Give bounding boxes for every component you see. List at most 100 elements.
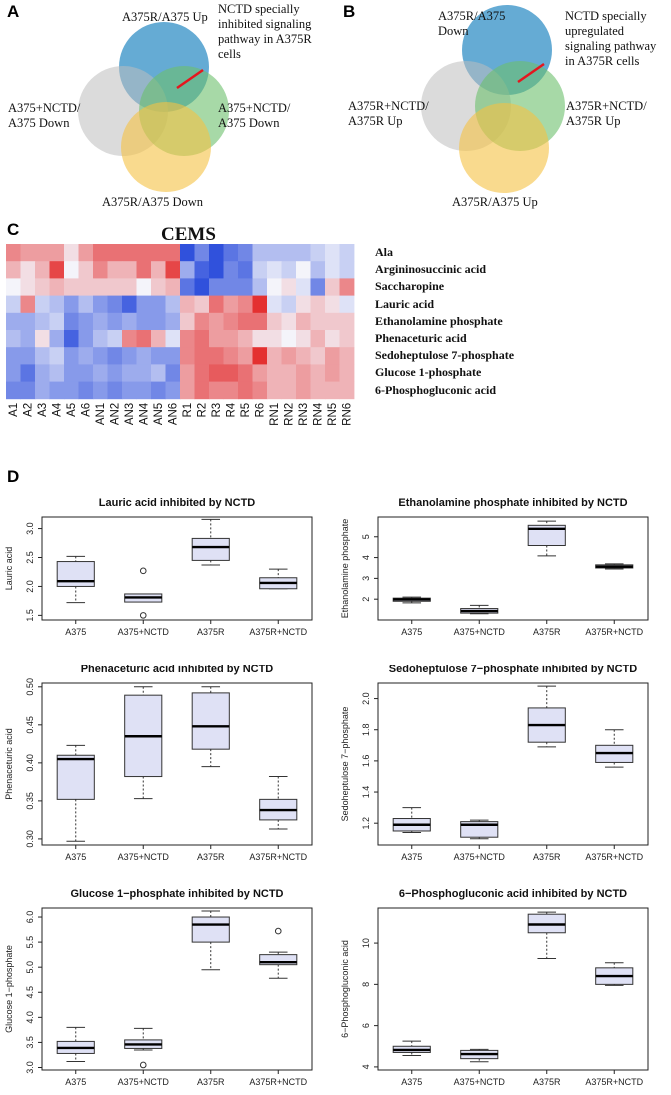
label-line: Down <box>438 24 469 38</box>
plot-title: Ethanolamine phosphate inhibited by NCTD <box>398 497 627 509</box>
heatmap-cell <box>107 244 123 262</box>
heatmap-cell <box>136 278 152 296</box>
heatmap-cell <box>238 244 253 262</box>
heatmap-cell <box>310 364 326 382</box>
box-group <box>56 744 95 842</box>
heatmap-cell <box>6 364 21 382</box>
y-tick-label: 0.35 <box>25 792 35 810</box>
y-tick-label: 5 <box>361 534 371 539</box>
plot-frame <box>41 682 313 846</box>
heatmap-cell <box>339 330 355 348</box>
heatmap-cell <box>180 261 195 279</box>
y-tick-label: 4 <box>361 555 371 560</box>
outlier-point <box>274 927 282 935</box>
heatmap-cell <box>6 347 21 365</box>
y-tick-label: 0.45 <box>25 716 35 734</box>
heatmap-cell <box>325 278 340 296</box>
heatmap-cell <box>296 330 311 348</box>
heatmap-cell <box>252 381 268 400</box>
heatmap-cell <box>20 364 36 382</box>
heatmap-cell <box>64 278 79 296</box>
heatmap-cell <box>165 312 181 331</box>
heatmap-cell <box>35 330 50 348</box>
pointer-line-a <box>176 68 204 90</box>
heatmap-cell <box>194 312 210 331</box>
box-group <box>460 604 499 615</box>
heatmap-cell <box>267 295 282 314</box>
heatmap-cell <box>20 330 36 348</box>
heatmap-cell <box>252 295 268 314</box>
heatmap-cell <box>296 381 311 400</box>
heatmap-cell <box>64 244 79 262</box>
heatmap-cell <box>49 261 65 279</box>
y-axis-label: Sedoheptulose 7−phosphate <box>340 707 350 822</box>
heatmap-cell <box>194 364 210 382</box>
venn-diagram-b <box>421 5 565 193</box>
venn-label-left-a: A375+NCTD/ A375 Down <box>8 101 80 131</box>
heatmap-cell <box>296 278 311 296</box>
heatmap-cell <box>223 364 239 382</box>
heatmap-cell <box>49 381 65 400</box>
venn-circle-a375r-down <box>121 102 211 192</box>
heatmap-column-label: A5 <box>66 403 78 417</box>
heatmap-cell <box>78 244 94 262</box>
heatmap-row-label: Lauric acid <box>375 296 434 311</box>
heatmap-cell <box>35 295 50 314</box>
label-line: A375R+NCTD/ <box>566 99 647 113</box>
box-plot: Glucose 1−phosphate inhibited by NCTD Glu… <box>4 889 313 1087</box>
heatmap-cell <box>107 364 123 382</box>
box-group <box>527 911 566 960</box>
heatmap-cell <box>339 364 355 382</box>
heatmap-cell <box>151 295 166 314</box>
heatmap-cell <box>180 330 195 348</box>
box-group <box>56 555 95 604</box>
outlier-point <box>139 612 147 619</box>
x-tick-label: A375R+NCTD <box>585 1077 643 1087</box>
outlier-point <box>139 1061 147 1069</box>
heatmap-column-label: R4 <box>226 402 238 417</box>
heatmap-cell <box>180 295 195 314</box>
venn-diagram-a <box>78 22 229 192</box>
heatmap-cell <box>209 295 224 314</box>
heatmap-cell <box>35 347 50 365</box>
heatmap-cell <box>310 330 326 348</box>
heatmap-cell <box>310 261 326 279</box>
heatmap-row-label: Ala <box>375 245 393 259</box>
heatmap-cell <box>296 347 311 365</box>
venn-circle-a375r-up <box>459 103 549 193</box>
heatmap-cell <box>267 278 282 296</box>
heatmap-cell <box>93 330 108 348</box>
y-tick-label: 3 <box>361 576 371 581</box>
y-tick-label: 10 <box>361 938 371 948</box>
heatmap-cell <box>165 244 181 262</box>
heatmap-column-label: A1 <box>8 403 20 417</box>
x-tick-label: A375+NCTD <box>118 627 170 637</box>
heatmap-column-label: RN5 <box>327 403 339 426</box>
heatmap-column-label: AN3 <box>124 403 136 425</box>
heatmap-column-label: RN1 <box>269 403 281 426</box>
heatmap-cell <box>151 330 166 348</box>
heatmap-cell <box>252 244 268 262</box>
y-tick-label: 3.0 <box>25 1061 35 1074</box>
x-tick-label: A375+NCTD <box>118 852 170 862</box>
panel-letter-d: D <box>7 467 20 486</box>
heatmap-cell <box>339 312 355 331</box>
y-tick-label: 2.0 <box>25 580 35 593</box>
note-line: upregulated <box>565 24 625 38</box>
venn-label-top-b: A375R/A375 Down <box>438 9 505 39</box>
heatmap-cell <box>20 244 36 262</box>
heatmap-cell <box>194 261 210 279</box>
heatmap-cell <box>122 364 137 382</box>
heatmap-cell <box>281 295 297 314</box>
venn-note-a: NCTD specially inhibited signaling pathw… <box>218 2 338 62</box>
heatmap-column-label: A6 <box>81 403 93 417</box>
heatmap-cell <box>6 278 21 296</box>
x-tick-label: A375+NCTD <box>118 1077 170 1087</box>
heatmap-cell <box>252 261 268 279</box>
y-tick-label: 1.4 <box>361 786 371 799</box>
heatmap-cell <box>122 261 137 279</box>
box-iqr <box>191 537 230 561</box>
y-tick-label: 6 <box>361 1023 371 1028</box>
heatmap-cell <box>194 244 210 262</box>
plot-title: Phenaceturic acid inhibited by NCTD <box>81 665 274 675</box>
